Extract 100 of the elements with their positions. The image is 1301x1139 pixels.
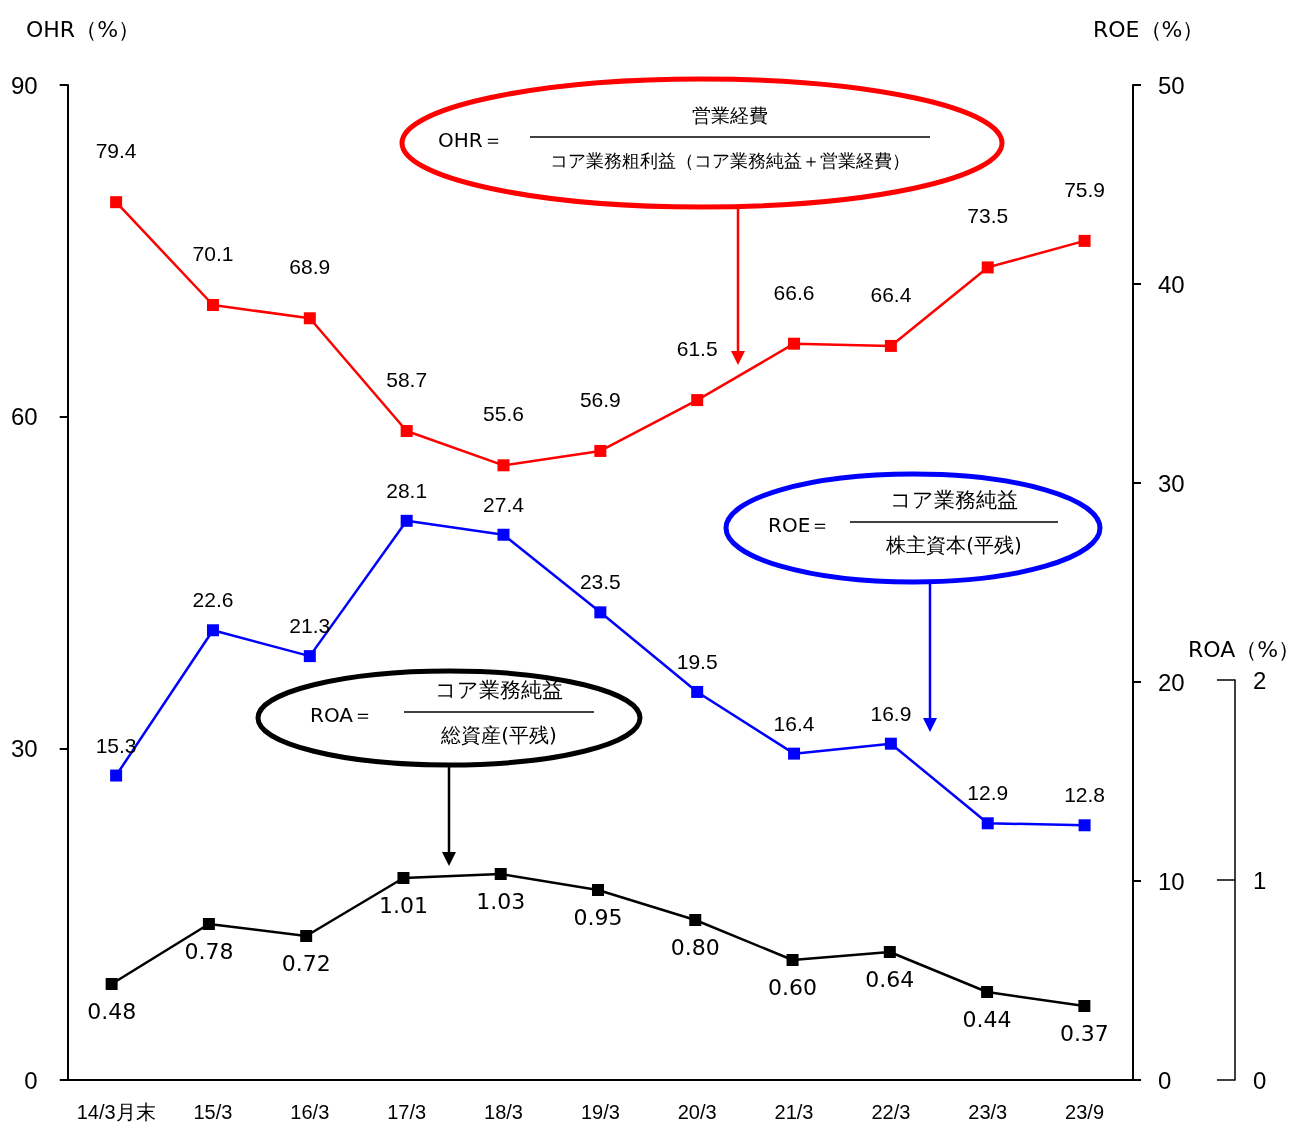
- x-tick-label: 20/3: [677, 1101, 717, 1123]
- point: [1078, 234, 1091, 247]
- data-label: 0.64: [865, 966, 915, 992]
- point: [691, 394, 704, 407]
- point: [494, 868, 507, 881]
- data-label: 0.37: [1059, 1020, 1109, 1046]
- data-label: 12.8: [1064, 783, 1106, 807]
- data-label: 16.9: [870, 701, 912, 725]
- data-label: 73.5: [967, 204, 1009, 228]
- point: [206, 624, 219, 637]
- y2-axis-title: ROE（%）: [1093, 16, 1205, 42]
- point: [400, 514, 413, 527]
- y-tick-label: 0: [24, 1066, 38, 1094]
- data-label: 16.4: [773, 711, 815, 735]
- data-label: 22.6: [192, 588, 234, 612]
- point: [497, 528, 510, 541]
- data-label: 15.3: [95, 733, 137, 757]
- point: [594, 444, 607, 457]
- x-tick-label: 21/3: [774, 1101, 814, 1123]
- data-label: 1.03: [476, 888, 526, 914]
- y-tick-label: 30: [10, 734, 38, 762]
- y2-tick-label: 50: [1158, 71, 1185, 99]
- point: [691, 685, 704, 698]
- data-label: 28.1: [386, 478, 428, 502]
- data-label: 21.3: [289, 614, 331, 638]
- point: [594, 606, 607, 619]
- point: [497, 459, 510, 472]
- point: [300, 930, 313, 942]
- y3-axis-title: ROA（%）: [1188, 636, 1301, 662]
- point: [592, 884, 604, 896]
- x-tick-label: 14/3月末: [76, 1101, 156, 1123]
- x-tick-label: 18/3: [484, 1101, 523, 1123]
- data-label: 66.6: [773, 280, 815, 304]
- x-tick-label: 22/3: [871, 1101, 911, 1123]
- y3-tick-label: 0: [1253, 1066, 1267, 1094]
- x-tick-label: 23/9: [1065, 1101, 1105, 1123]
- point: [303, 312, 316, 325]
- point: [981, 261, 994, 274]
- x-tick-label: 15/3: [193, 1101, 233, 1123]
- point: [884, 339, 897, 352]
- point: [883, 946, 896, 958]
- point: [303, 650, 316, 663]
- annotation: コア業務粗利益（コア業務純益＋営業経費）: [550, 149, 910, 171]
- point: [786, 954, 799, 966]
- y2-tick-label: 30: [1158, 469, 1185, 497]
- x-tick-label: 19/3: [580, 1101, 620, 1123]
- data-label: 0.48: [87, 998, 137, 1024]
- y2-tick-label: 0: [1158, 1066, 1172, 1094]
- data-label: 0.78: [184, 938, 234, 964]
- data-label: 0.44: [962, 1006, 1012, 1032]
- annotation: コア業務純益: [435, 678, 563, 702]
- x-tick-label: 16/3: [290, 1101, 330, 1123]
- annotation: 株主資本(平残): [885, 533, 1022, 557]
- point: [110, 769, 123, 782]
- point: [884, 737, 897, 750]
- y2-tick-label: 40: [1158, 270, 1185, 298]
- point: [110, 196, 123, 209]
- data-label: 61.5: [676, 337, 718, 361]
- data-label: 56.9: [579, 387, 621, 411]
- data-label: 0.60: [768, 974, 818, 1000]
- data-label: 19.5: [676, 649, 718, 673]
- data-label: 1.01: [378, 892, 428, 918]
- y-axis-title: OHR（%）: [26, 16, 141, 42]
- y2-tick-label: 10: [1158, 867, 1185, 895]
- annotation: ROE＝: [768, 513, 831, 537]
- data-label: 27.4: [483, 492, 525, 516]
- y-tick-label: 90: [10, 71, 38, 99]
- point: [981, 817, 994, 830]
- data-label: 12.9: [967, 781, 1009, 805]
- y3-tick-label: 1: [1253, 866, 1267, 894]
- point: [788, 747, 801, 760]
- data-label: 75.9: [1064, 177, 1106, 201]
- point: [1078, 1000, 1091, 1012]
- data-label: 68.9: [289, 255, 331, 279]
- annotation: ROA＝: [310, 703, 373, 727]
- annotation: 総資産(平残): [440, 723, 557, 747]
- data-label: 66.4: [870, 282, 912, 306]
- data-label: 58.7: [386, 368, 428, 392]
- data-label: 70.1: [192, 242, 234, 266]
- point: [788, 337, 801, 350]
- annotation: コア業務純益: [890, 488, 1018, 512]
- data-label: 23.5: [579, 570, 621, 594]
- annotation: 営業経費: [692, 104, 768, 126]
- data-label: 79.4: [95, 139, 137, 163]
- data-label: 0.72: [281, 950, 331, 976]
- y3-tick-label: 2: [1253, 666, 1267, 694]
- point: [202, 918, 215, 930]
- y2-tick-label: 20: [1158, 668, 1185, 696]
- point: [105, 978, 118, 990]
- point: [689, 914, 702, 926]
- point: [981, 986, 994, 998]
- point: [1078, 819, 1091, 832]
- point: [206, 299, 219, 312]
- data-label: 0.95: [573, 904, 623, 930]
- data-label: 0.80: [670, 934, 720, 960]
- y-tick-label: 60: [10, 403, 38, 431]
- x-tick-label: 17/3: [387, 1101, 427, 1123]
- x-tick-label: 23/3: [968, 1101, 1008, 1123]
- point: [397, 872, 410, 885]
- point: [400, 425, 413, 438]
